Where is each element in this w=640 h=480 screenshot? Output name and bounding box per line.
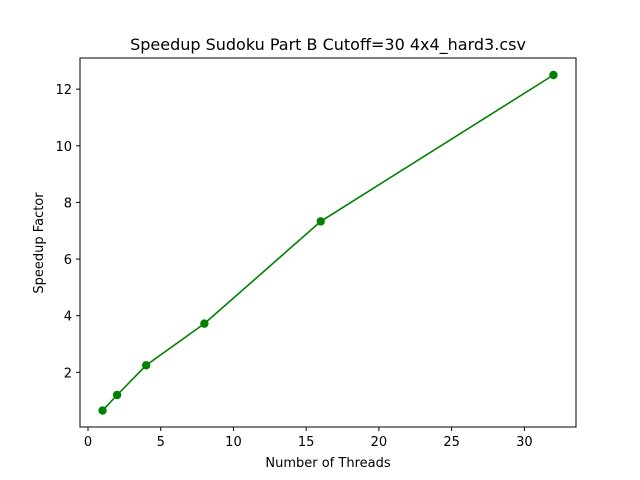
data-point (98, 406, 107, 415)
x-tick-label: 5 (157, 435, 165, 450)
data-point (316, 217, 325, 226)
data-point (141, 361, 151, 370)
y-tick-label: 10 (55, 140, 72, 155)
y-tick-label: 12 (55, 83, 72, 98)
y-tick-label: 2 (64, 366, 72, 381)
x-axis-label: Number of Threads (265, 456, 390, 471)
x-tick-label: 30 (516, 435, 533, 450)
plot-area (98, 70, 558, 415)
data-point (112, 390, 122, 400)
x-tick-label: 0 (84, 435, 92, 450)
y-tick-label: 4 (64, 310, 72, 325)
x-tick-label: 15 (298, 435, 315, 450)
y-tick-label: 8 (64, 196, 72, 211)
data-point (549, 70, 558, 80)
data-point (200, 319, 209, 328)
axes-frame (79, 57, 577, 428)
x-tick-label: 25 (443, 435, 460, 450)
x-tick-label: 10 (225, 435, 242, 450)
y-axis-label: Speedup Factor (32, 192, 47, 294)
chart-title: Speedup Sudoku Part B Cutoff=30 4x4_hard… (130, 35, 526, 55)
x-tick-label: 20 (371, 435, 388, 450)
y-tick-label: 6 (64, 253, 72, 268)
